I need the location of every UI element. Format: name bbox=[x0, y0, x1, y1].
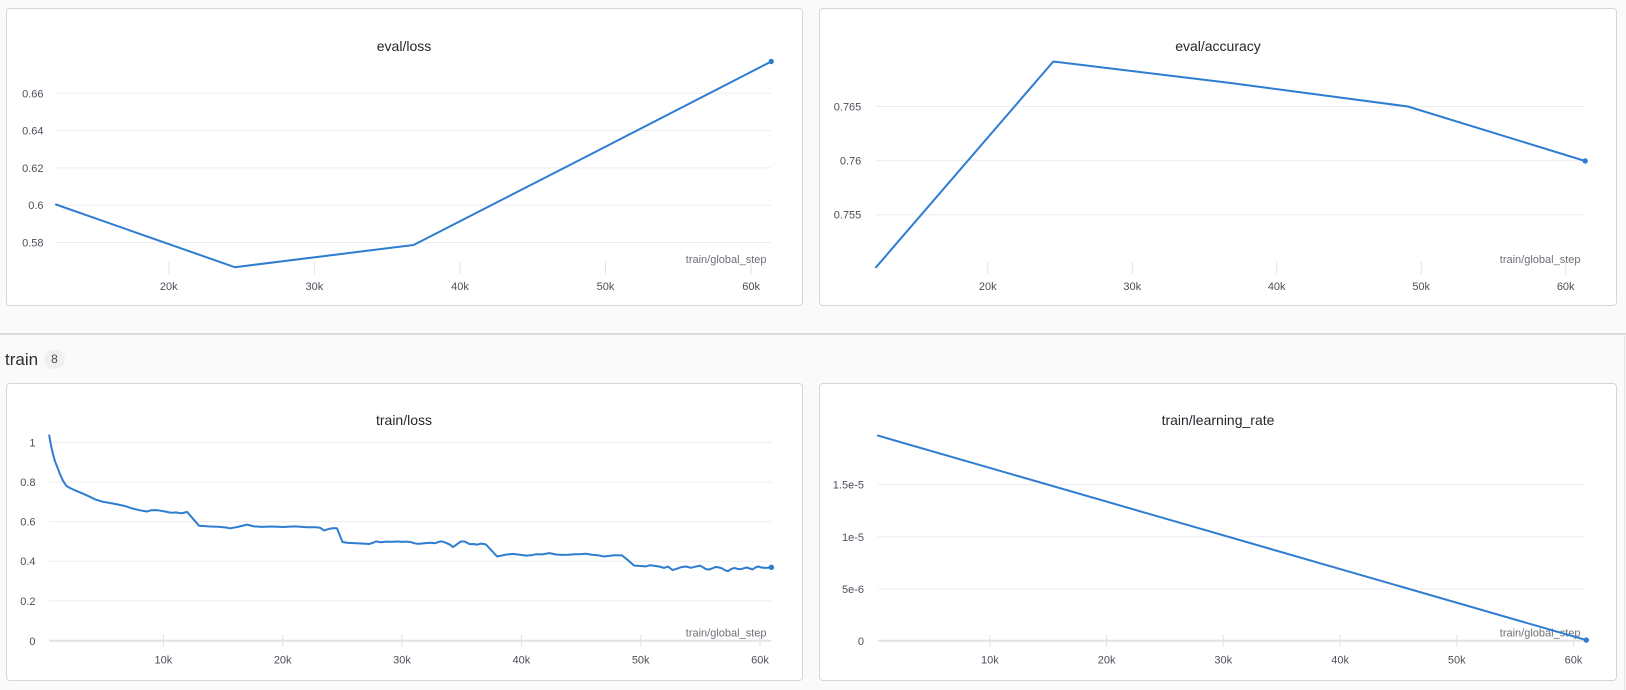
svg-text:60k: 60k bbox=[1565, 655, 1583, 667]
svg-text:0.62: 0.62 bbox=[22, 163, 43, 175]
svg-text:0.765: 0.765 bbox=[834, 102, 862, 114]
svg-text:40k: 40k bbox=[513, 655, 531, 667]
svg-text:50k: 50k bbox=[632, 655, 650, 667]
svg-text:30k: 30k bbox=[393, 655, 411, 667]
svg-text:30k: 30k bbox=[306, 281, 324, 293]
svg-text:1e-5: 1e-5 bbox=[842, 532, 864, 544]
svg-text:train/global_step: train/global_step bbox=[686, 627, 767, 639]
svg-text:train/learning_rate: train/learning_rate bbox=[1162, 412, 1275, 428]
svg-text:60k: 60k bbox=[742, 281, 760, 293]
svg-text:train/loss: train/loss bbox=[376, 412, 432, 428]
svg-text:train/global_step: train/global_step bbox=[686, 254, 767, 266]
svg-text:50k: 50k bbox=[1448, 655, 1466, 667]
svg-text:0.8: 0.8 bbox=[20, 477, 35, 489]
svg-text:50k: 50k bbox=[1412, 281, 1430, 293]
svg-text:20k: 20k bbox=[160, 281, 178, 293]
svg-text:40k: 40k bbox=[1268, 281, 1286, 293]
svg-text:0.6: 0.6 bbox=[28, 200, 43, 212]
svg-text:30k: 30k bbox=[1123, 281, 1141, 293]
svg-text:60k: 60k bbox=[1557, 281, 1575, 293]
svg-text:train/global_step: train/global_step bbox=[1500, 627, 1581, 639]
svg-text:30k: 30k bbox=[1214, 655, 1232, 667]
svg-text:0.755: 0.755 bbox=[834, 210, 862, 222]
svg-text:train/global_step: train/global_step bbox=[1500, 254, 1581, 266]
svg-text:0.58: 0.58 bbox=[22, 238, 43, 250]
svg-text:40k: 40k bbox=[451, 281, 469, 293]
svg-text:0.4: 0.4 bbox=[20, 556, 35, 568]
svg-text:5e-6: 5e-6 bbox=[842, 584, 864, 596]
svg-text:1.5e-5: 1.5e-5 bbox=[833, 480, 864, 492]
svg-text:0.6: 0.6 bbox=[20, 517, 35, 529]
svg-text:40k: 40k bbox=[1331, 655, 1349, 667]
svg-text:0.66: 0.66 bbox=[22, 88, 43, 100]
svg-text:0.2: 0.2 bbox=[20, 596, 35, 608]
svg-text:50k: 50k bbox=[597, 281, 615, 293]
svg-text:1: 1 bbox=[29, 437, 35, 449]
svg-text:10k: 10k bbox=[981, 655, 999, 667]
svg-text:0.64: 0.64 bbox=[22, 126, 43, 138]
svg-text:eval/loss: eval/loss bbox=[377, 38, 431, 54]
svg-text:20k: 20k bbox=[979, 281, 997, 293]
svg-text:10k: 10k bbox=[155, 655, 173, 667]
svg-text:0.76: 0.76 bbox=[840, 156, 861, 168]
svg-text:0: 0 bbox=[858, 636, 864, 648]
svg-text:60k: 60k bbox=[751, 655, 769, 667]
svg-text:20k: 20k bbox=[1098, 655, 1116, 667]
svg-text:0: 0 bbox=[29, 636, 35, 648]
svg-text:20k: 20k bbox=[274, 655, 292, 667]
svg-text:eval/accuracy: eval/accuracy bbox=[1175, 38, 1261, 54]
